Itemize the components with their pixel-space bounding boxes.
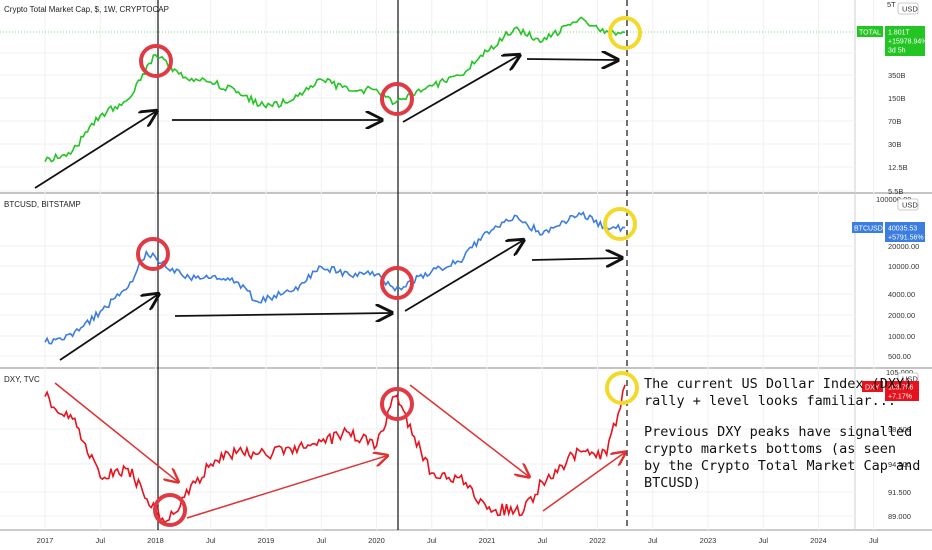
x-axis-label: Jul (316, 536, 326, 545)
y-scale-label: 94.500 (888, 460, 911, 469)
btc-usd-text: USD (902, 201, 918, 210)
y-scale-label: 150B (888, 94, 906, 103)
total-tag-value: 1.801T (888, 30, 911, 37)
arrow-dxy-rise-2018 (186, 456, 386, 519)
y-scale-label: 350B (888, 71, 906, 80)
arrow-dxy-fall-2020 (409, 384, 528, 476)
dxy-top-label: 105.000 (886, 368, 913, 377)
btc-panel-title: BTCUSD, BITSTAMP (4, 200, 81, 209)
dxy-usd-text: USD (902, 375, 918, 384)
x-axis-label: Jul (869, 536, 879, 545)
y-scale-label: 500.00 (888, 352, 911, 361)
dxy-value-tag: DXY 103.796 +7.17% (862, 381, 919, 401)
x-axis-label: 2022 (589, 536, 606, 545)
x-axis-label: Jul (758, 536, 768, 545)
circle-btc-current (603, 207, 637, 241)
y-scale-label: 5.5B (888, 187, 903, 196)
total-tag-change: +15978.94% (888, 39, 928, 46)
x-axis-label: 2018 (147, 536, 164, 545)
black-arrows (34, 56, 620, 361)
y-scale-label: 98.500 (888, 425, 911, 434)
circle-btc-2018-peak (136, 237, 170, 271)
total-tag-name: TOTAL (859, 30, 881, 37)
arrow-total-flat-2021 (526, 59, 616, 60)
price-scale-labels: 750B350B150B70B30B12.5B5.5B20000.0010000… (888, 49, 919, 521)
total-top-label: 5T (887, 0, 896, 9)
btc-tag-change: +5791.56% (888, 235, 924, 242)
arrow-btc-rise-2017 (59, 295, 157, 361)
y-scale-label: 12.5B (888, 163, 908, 172)
dxy-tag-name: DXY (865, 385, 880, 392)
y-scale-label: 1000.00 (888, 332, 915, 341)
total-usd-badge: USD (897, 2, 918, 15)
annotation-line-2: rally + level looks familiar... (644, 393, 896, 409)
btc-top-label: 100000.00 (876, 195, 911, 204)
x-axis-label: 2017 (37, 536, 54, 545)
x-axis-label: Jul (427, 536, 437, 545)
y-scale-label: 30B (888, 140, 901, 149)
x-axis-label: Jul (95, 536, 105, 545)
circle-dxy-2020-peak (380, 387, 414, 421)
arrow-dxy-rise-2021 (542, 453, 624, 512)
y-scale-label: 89.000 (888, 512, 911, 521)
total-market-cap-line (44, 16, 626, 163)
circle-dxy-current (605, 371, 639, 405)
annotation-line-7: BTCUSD) (644, 475, 701, 491)
x-axis-labels: 2017 Jul 2018 Jul 2019 Jul 2020 Jul 2021 Jul 2022 J… (37, 536, 879, 545)
x-axis-label: Jul (206, 536, 216, 545)
x-axis-label: 2020 (368, 536, 385, 545)
arrow-total-rise-2020 (402, 56, 518, 123)
annotation-line-5: crypto markets bottoms (as seen (644, 441, 896, 457)
dxy-panel-title: DXY, TVC (4, 375, 40, 384)
arrow-btc-flat-2021 (531, 258, 620, 260)
x-axis-label: 2024 (810, 536, 827, 545)
total-value-tag: TOTAL 1.801T +15978.94% 3d 5h (857, 26, 928, 56)
annotation-text: The current US Dollar Index (DXY) rally … (644, 376, 920, 491)
y-scale-label: 4000.00 (888, 290, 915, 299)
btc-usd-badge: USD (897, 198, 918, 211)
highlight-circles (136, 16, 642, 527)
dxy-line (44, 384, 626, 524)
annotation-line-4: Previous DXY peaks have signalled (644, 424, 912, 440)
btc-tag-name: BTCUSD (854, 226, 883, 233)
circle-btc-2020-bottom (380, 266, 414, 300)
y-scale-label: 20000.00 (888, 242, 919, 251)
arrow-btc-rise-2020 (404, 241, 522, 312)
grid (0, 0, 875, 530)
y-scale-label: 91.500 (888, 488, 911, 497)
circle-total-2018-peak (139, 44, 173, 78)
x-axis-label: 2019 (258, 536, 275, 545)
btcusd-line (44, 211, 626, 345)
annotation-line-6: by the Crypto Total Market Cap and (644, 458, 920, 474)
btc-tag-value: 40035.53 (888, 226, 917, 233)
x-axis-label: 2023 (700, 536, 717, 545)
btc-value-tag: BTCUSD 40035.53 +5791.56% (852, 222, 925, 242)
arrow-dxy-fall-2017 (54, 382, 177, 481)
annotation-line-1: The current US Dollar Index (DXY) (644, 376, 912, 392)
dxy-tag-change: +7.17% (888, 394, 912, 401)
arrow-btc-flat-2018 (174, 313, 390, 316)
total-tag-countdown: 3d 5h (888, 48, 906, 55)
circle-total-2020-bottom (380, 82, 414, 116)
total-usd-text: USD (902, 5, 918, 14)
dxy-tag-value: 103.796 (888, 385, 913, 392)
total-panel-title: Crypto Total Market Cap, $, 1W, CRYPTOCA… (4, 5, 169, 14)
x-axis-label: Jul (648, 536, 658, 545)
circle-dxy-2018-low (153, 493, 187, 527)
red-arrows (54, 382, 624, 519)
y-scale-label: 2000.00 (888, 311, 915, 320)
circle-total-current (608, 16, 642, 50)
y-scale-label: 70B (888, 117, 901, 126)
x-axis-label: 2021 (479, 536, 496, 545)
x-axis-label: Jul (537, 536, 547, 545)
y-scale-label: 10000.00 (888, 262, 919, 271)
arrow-total-rise-2017 (34, 112, 155, 189)
